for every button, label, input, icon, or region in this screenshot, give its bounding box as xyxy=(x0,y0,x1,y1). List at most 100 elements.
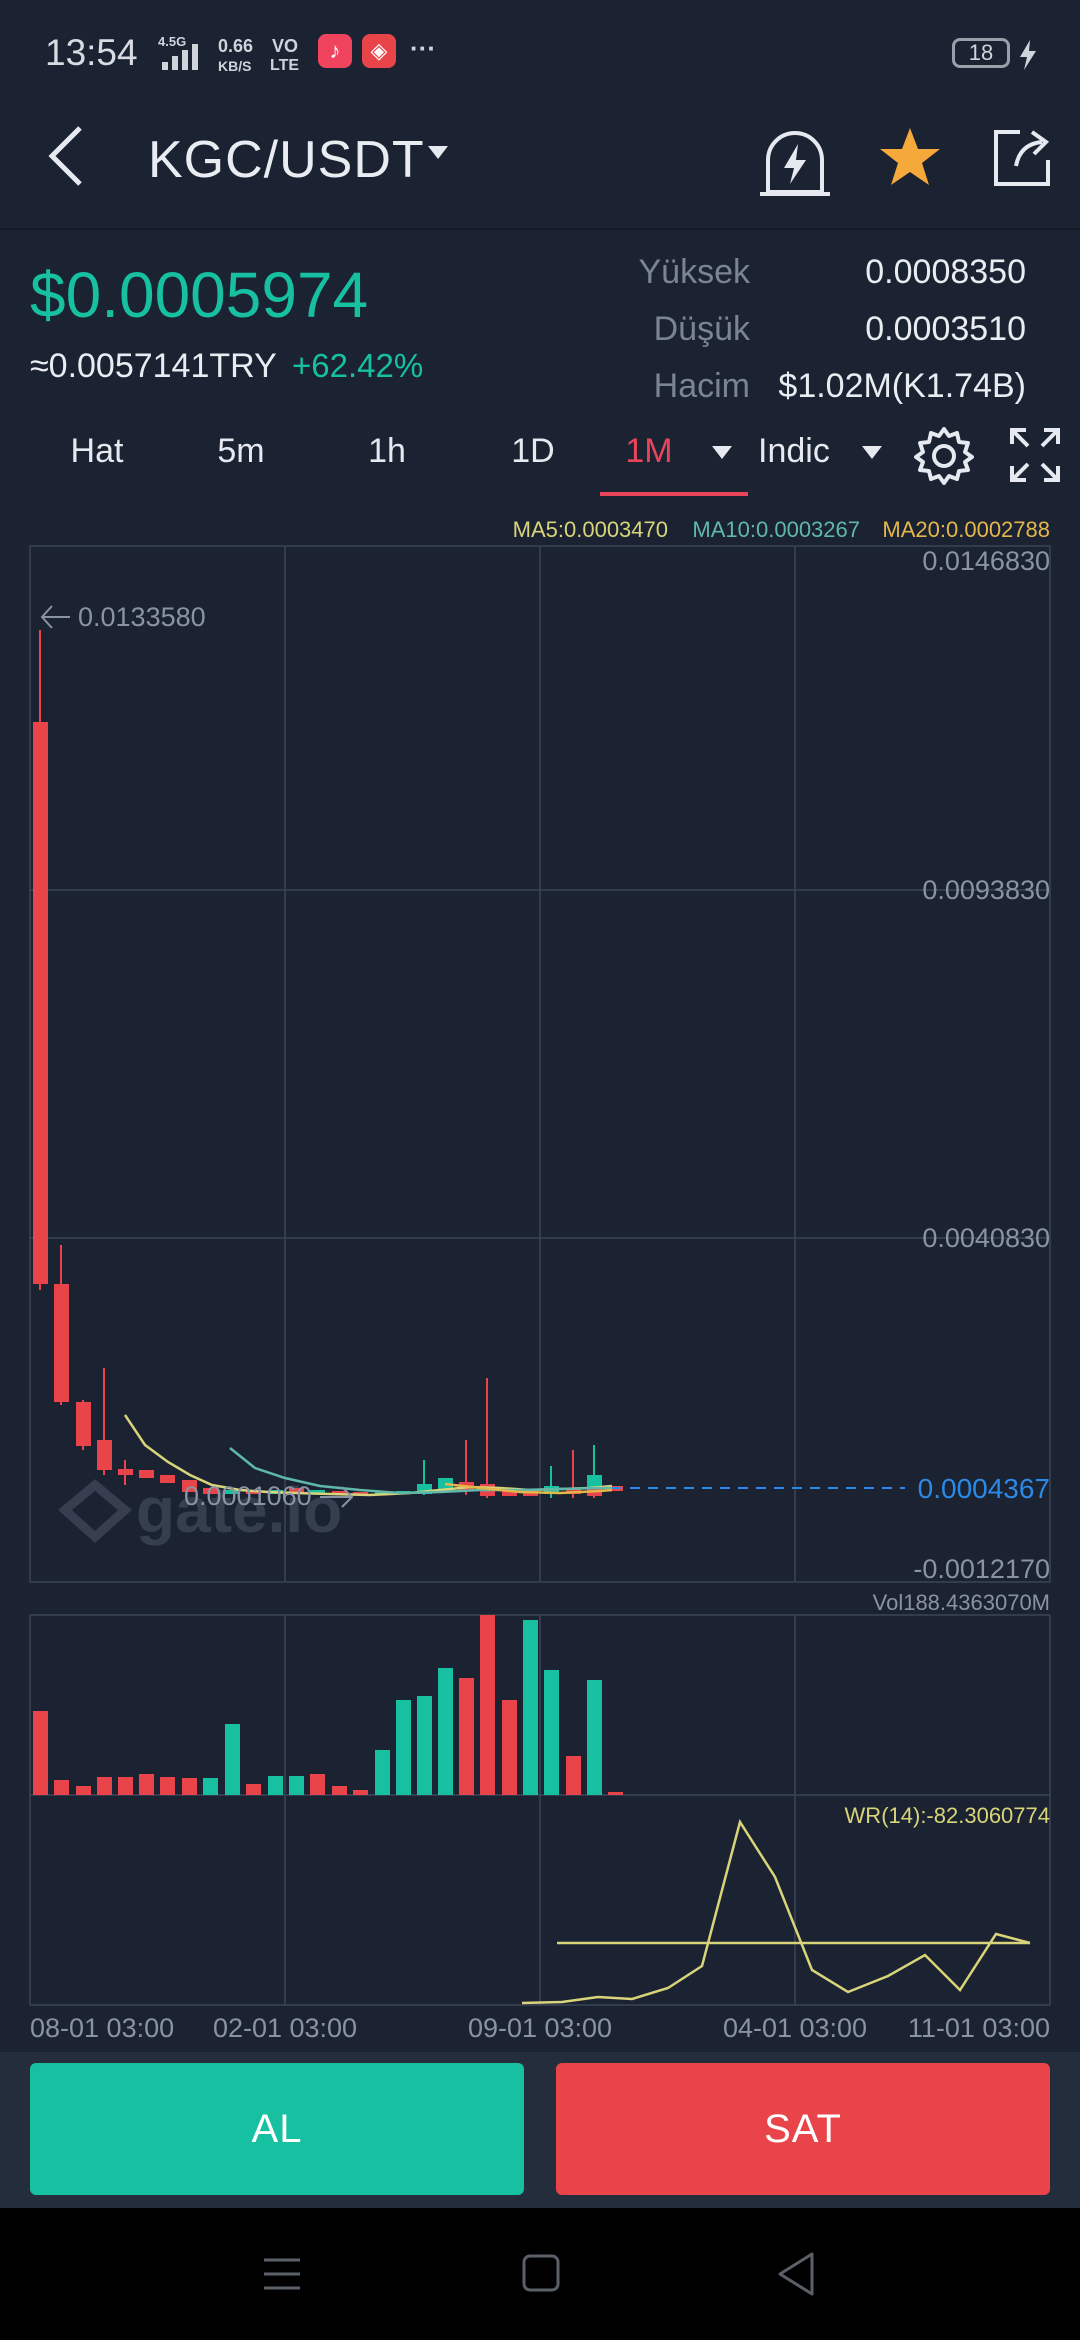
candle xyxy=(587,1475,602,1487)
watermark-text: gate.io xyxy=(136,1474,342,1546)
tab-1d[interactable]: 1D xyxy=(511,432,555,470)
volume-bar xyxy=(438,1668,453,1795)
tab-indicator[interactable]: Indic xyxy=(758,432,830,470)
volume-bar xyxy=(396,1700,411,1795)
trade-actions: AL SAT xyxy=(0,2052,1080,2208)
last-price: $0.0005974 xyxy=(30,259,369,331)
volume-bar xyxy=(97,1777,112,1795)
candle xyxy=(310,1490,325,1494)
low-value: 0.0003510 xyxy=(865,310,1026,348)
tab-1m[interactable]: 1M xyxy=(625,432,673,470)
x-axis-label: 09-01 03:00 xyxy=(468,2013,612,2043)
system-nav-bar xyxy=(0,2208,1080,2340)
back-icon[interactable] xyxy=(44,124,88,188)
candle xyxy=(118,1469,133,1475)
volume-bar xyxy=(160,1777,175,1795)
settings-gear-icon[interactable] xyxy=(914,426,974,486)
favorite-star-icon[interactable] xyxy=(878,126,942,190)
ma10-line xyxy=(229,1447,612,1495)
candle xyxy=(76,1402,91,1446)
low-label: Düşük xyxy=(653,310,750,348)
volume-bar xyxy=(332,1786,347,1795)
back-nav-icon[interactable] xyxy=(776,2252,816,2296)
volume-bar xyxy=(54,1780,69,1795)
volume-bar xyxy=(459,1678,474,1795)
candle xyxy=(182,1480,197,1492)
gate-app-icon: ◈ xyxy=(362,34,396,68)
low-marker-arrow-icon xyxy=(341,1486,354,1508)
volume-bar xyxy=(268,1776,283,1795)
volume-bar xyxy=(139,1774,154,1795)
ma10-label: MA10:0.0003267 xyxy=(692,517,860,542)
net-speed-value: 0.66 xyxy=(218,36,254,56)
more-intervals-dropdown-icon[interactable] xyxy=(712,446,734,462)
volume-value: $1.02M(K1.74B) xyxy=(778,367,1026,405)
kline-chart[interactable]: MA20:0.0002788 MA10:0.0003267 MA5:0.0003… xyxy=(0,500,1080,2050)
header: KGC/USDT xyxy=(0,110,1080,230)
volume-bar xyxy=(182,1778,197,1795)
candle xyxy=(332,1491,347,1494)
wr-label: WR(14):-82.3060774 xyxy=(845,1803,1050,1828)
y-axis-label: -0.0012170 xyxy=(913,1554,1050,1584)
volume-bar xyxy=(225,1724,240,1795)
pair-dropdown-icon[interactable] xyxy=(428,146,450,162)
tab-line[interactable]: Hat xyxy=(70,432,124,470)
y-axis-label: 0.0146830 xyxy=(922,546,1050,576)
candle xyxy=(33,722,48,1284)
y-axis-label: 0.0040830 xyxy=(922,1223,1050,1253)
volume-grid xyxy=(29,1614,1051,1796)
music-app-icon: ♪ xyxy=(318,34,352,68)
volume-bar xyxy=(76,1786,91,1795)
fiat-price: ≈0.0057141TRY xyxy=(30,347,277,385)
menu-nav-icon[interactable] xyxy=(262,2256,302,2292)
sell-button[interactable]: SAT xyxy=(556,2063,1050,2195)
volume-bar xyxy=(480,1615,495,1795)
wr-line xyxy=(521,1818,1031,2005)
volume-bar xyxy=(587,1680,602,1795)
pair-title[interactable]: KGC/USDT xyxy=(148,131,425,189)
net-speed-unit: KB/S xyxy=(218,58,252,74)
high-marker-label: 0.0133580 xyxy=(78,602,206,632)
signal-icon xyxy=(162,44,198,70)
status-time: 13:54 xyxy=(45,32,138,73)
chart-svg[interactable]: MA20:0.0002788 MA10:0.0003267 MA5:0.0003… xyxy=(0,500,1080,2050)
candle xyxy=(225,1490,240,1494)
candle xyxy=(139,1470,154,1478)
active-tab-underline xyxy=(600,492,748,496)
volume-bar xyxy=(608,1792,623,1795)
battery-icon: 18 xyxy=(952,38,1010,68)
high-label: Yüksek xyxy=(638,253,751,291)
candle xyxy=(353,1492,368,1495)
charging-icon xyxy=(1020,40,1036,70)
price-alert-icon[interactable] xyxy=(760,122,830,202)
x-axis-label: 04-01 03:00 xyxy=(723,2013,867,2043)
indicator-dropdown-icon[interactable] xyxy=(862,446,884,462)
tab-5m[interactable]: 5m xyxy=(217,432,265,470)
header-divider xyxy=(0,228,1080,230)
volume-bar xyxy=(203,1778,218,1795)
status-bar: 13:54 4.5G 0.66 KB/S VO LTE ♪ ◈ ··· 18 xyxy=(0,0,1080,110)
x-axis-label: 02-01 03:00 xyxy=(213,2013,357,2043)
volume-bar xyxy=(310,1774,325,1795)
share-icon[interactable] xyxy=(990,124,1056,190)
volume-bar xyxy=(502,1700,517,1795)
candlesticks xyxy=(33,630,623,1498)
wr-grid xyxy=(29,1795,1051,2006)
home-nav-icon[interactable] xyxy=(522,2254,560,2292)
buy-button[interactable]: AL xyxy=(30,2063,524,2195)
ma5-label: MA5:0.0003470 xyxy=(513,517,668,542)
fullscreen-icon[interactable] xyxy=(1010,428,1060,482)
x-axis-label: 11-01 03:00 xyxy=(908,2013,1050,2043)
ma20-line xyxy=(444,1482,613,1495)
volte-top: VO xyxy=(272,36,299,56)
volume-label: Hacim xyxy=(653,367,750,405)
volume-bar xyxy=(566,1756,581,1795)
candle xyxy=(289,1488,304,1494)
volume-bar xyxy=(544,1670,559,1795)
tab-1h[interactable]: 1h xyxy=(368,432,406,470)
candle xyxy=(566,1488,581,1494)
volume-bar xyxy=(417,1696,432,1795)
volume-bar xyxy=(523,1620,538,1795)
volume-bar xyxy=(289,1776,304,1795)
candle xyxy=(54,1284,69,1402)
